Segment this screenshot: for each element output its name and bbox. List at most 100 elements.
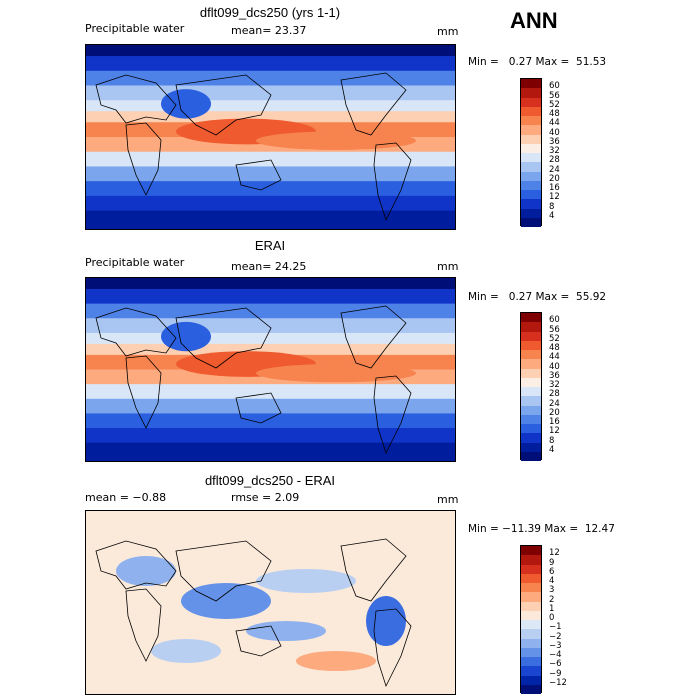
colorbar-tick-label: 24 xyxy=(549,164,560,175)
colorbar-tick-label: −2 xyxy=(549,631,562,642)
coastline xyxy=(235,392,282,424)
colorbar-tick-label: 1 xyxy=(549,603,555,614)
panel-3-rmse: rmse = 2.09 xyxy=(231,491,300,504)
panel-2-variable: Precipitable water xyxy=(85,256,185,269)
coastline xyxy=(95,307,177,357)
colorbar-swatch xyxy=(521,583,541,593)
colorbar-tick-label: 16 xyxy=(549,417,560,427)
panel-2-units: mm xyxy=(437,260,459,273)
field-band xyxy=(86,100,455,113)
panel-1-variable: Precipitable water xyxy=(85,22,185,35)
colorbar-tick-label: −3 xyxy=(549,640,562,651)
colorbar-tick-label: 48 xyxy=(549,109,560,119)
panel-3-mean: mean = −0.88 xyxy=(85,491,167,504)
colorbar-tick-label: −12 xyxy=(549,677,567,688)
anomaly-blob xyxy=(116,556,176,586)
colorbar-swatch xyxy=(521,433,541,443)
coastline xyxy=(373,608,412,688)
colorbar-swatch xyxy=(521,190,541,200)
colorbar-tick-label: 12 xyxy=(549,426,560,437)
field-band xyxy=(86,195,455,212)
dry-region xyxy=(161,89,211,119)
colorbar-swatch xyxy=(521,601,541,611)
anomaly-blob xyxy=(181,583,271,619)
colorbar-tick-label: 6 xyxy=(549,566,555,577)
colorbar-tick-label: 4 xyxy=(549,210,555,221)
colorbar-tick-label: 8 xyxy=(549,201,555,212)
colorbar-tick-label: −9 xyxy=(549,668,562,679)
colorbar-swatch xyxy=(521,313,541,323)
colorbar-swatch xyxy=(521,396,541,406)
colorbar-swatch xyxy=(521,451,541,461)
colorbar-tick-label: 56 xyxy=(549,90,560,101)
panel-3-map-field xyxy=(86,511,455,694)
panel-2-title: ERAI xyxy=(254,238,286,253)
panel-1-minmax: Min = 0.27 Max = 51.53 xyxy=(468,56,607,68)
season-label: ANN xyxy=(510,8,558,33)
colorbar-tick-label: −6 xyxy=(549,659,562,670)
colorbar-tick-label: 56 xyxy=(549,324,560,335)
colorbar-swatch xyxy=(521,359,541,369)
panel-1-units: mm xyxy=(437,25,459,38)
field-band xyxy=(86,181,455,197)
colorbar-swatch xyxy=(521,610,541,620)
dry-region xyxy=(161,321,211,352)
colorbar-swatch xyxy=(521,368,541,378)
colorbar-tick-label: 36 xyxy=(549,370,560,381)
colorbar-swatch xyxy=(521,647,541,657)
panel-2-mean: mean= 24.25 xyxy=(231,260,307,273)
field-band xyxy=(86,384,455,400)
panel-2-colorbar xyxy=(520,312,542,461)
coastline xyxy=(125,122,162,196)
itcz-band xyxy=(256,131,416,150)
colorbar-swatch xyxy=(521,638,541,648)
coastline xyxy=(125,588,162,662)
coastline xyxy=(175,74,272,136)
coastline xyxy=(95,74,177,124)
colorbar-tick-label: 36 xyxy=(549,136,560,147)
colorbar-tick-label: 48 xyxy=(549,343,560,353)
colorbar-tick-label: 44 xyxy=(549,352,560,363)
coastline xyxy=(125,355,162,429)
colorbar-tick-label: 0 xyxy=(549,613,555,623)
field-band xyxy=(86,278,455,290)
colorbar-swatch xyxy=(521,116,541,126)
colorbar-tick-label: 28 xyxy=(549,155,560,166)
panel-3-units: mm xyxy=(437,493,459,506)
field-band xyxy=(86,288,455,305)
panel-1-map-field xyxy=(86,45,455,229)
colorbar-swatch xyxy=(521,208,541,218)
colorbar-swatch xyxy=(521,555,541,565)
panel-1-map xyxy=(85,44,456,230)
coastline xyxy=(373,375,412,455)
panel-2-map xyxy=(85,277,456,462)
colorbar-swatch xyxy=(521,162,541,172)
colorbar-swatch xyxy=(521,331,541,341)
colorbar-tick-label: 8 xyxy=(549,435,555,446)
coastline xyxy=(175,307,272,369)
colorbar-swatch xyxy=(521,377,541,387)
colorbar-swatch xyxy=(521,134,541,144)
colorbar-swatch xyxy=(521,340,541,350)
field-band xyxy=(86,442,455,461)
coastline xyxy=(175,540,272,602)
panel-2-map-field xyxy=(86,278,455,461)
colorbar-tick-label: 3 xyxy=(549,585,555,596)
colorbar-swatch xyxy=(521,125,541,135)
colorbar-swatch xyxy=(521,564,541,574)
colorbar-swatch xyxy=(521,97,541,107)
colorbar-tick-label: 28 xyxy=(549,389,560,400)
coastline xyxy=(340,305,407,369)
field-band xyxy=(86,413,455,430)
field-band xyxy=(86,85,455,102)
field-band xyxy=(86,428,455,444)
colorbar-tick-label: 20 xyxy=(549,407,560,418)
panel-1-colorbar xyxy=(520,78,542,227)
colorbar-swatch xyxy=(521,620,541,630)
panel-1-title: dflt099_dcs250 (yrs 1-1) xyxy=(199,5,341,20)
coastline xyxy=(235,159,282,191)
colorbar-swatch xyxy=(521,414,541,424)
colorbar-swatch xyxy=(521,153,541,163)
colorbar-swatch xyxy=(521,143,541,153)
coastline xyxy=(340,538,407,602)
